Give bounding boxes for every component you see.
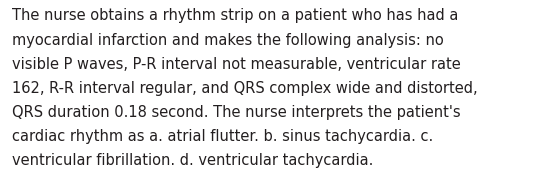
Text: QRS duration 0.18 second. The nurse interprets the patient's: QRS duration 0.18 second. The nurse inte… — [12, 105, 461, 120]
Text: ventricular fibrillation. d. ventricular tachycardia.: ventricular fibrillation. d. ventricular… — [12, 153, 374, 168]
Text: 162, R-R interval regular, and QRS complex wide and distorted,: 162, R-R interval regular, and QRS compl… — [12, 81, 478, 96]
Text: myocardial infarction and makes the following analysis: no: myocardial infarction and makes the foll… — [12, 33, 444, 48]
Text: cardiac rhythm as a. atrial flutter. b. sinus tachycardia. c.: cardiac rhythm as a. atrial flutter. b. … — [12, 129, 434, 144]
Text: The nurse obtains a rhythm strip on a patient who has had a: The nurse obtains a rhythm strip on a pa… — [12, 8, 459, 24]
Text: visible P waves, P-R interval not measurable, ventricular rate: visible P waves, P-R interval not measur… — [12, 57, 461, 72]
